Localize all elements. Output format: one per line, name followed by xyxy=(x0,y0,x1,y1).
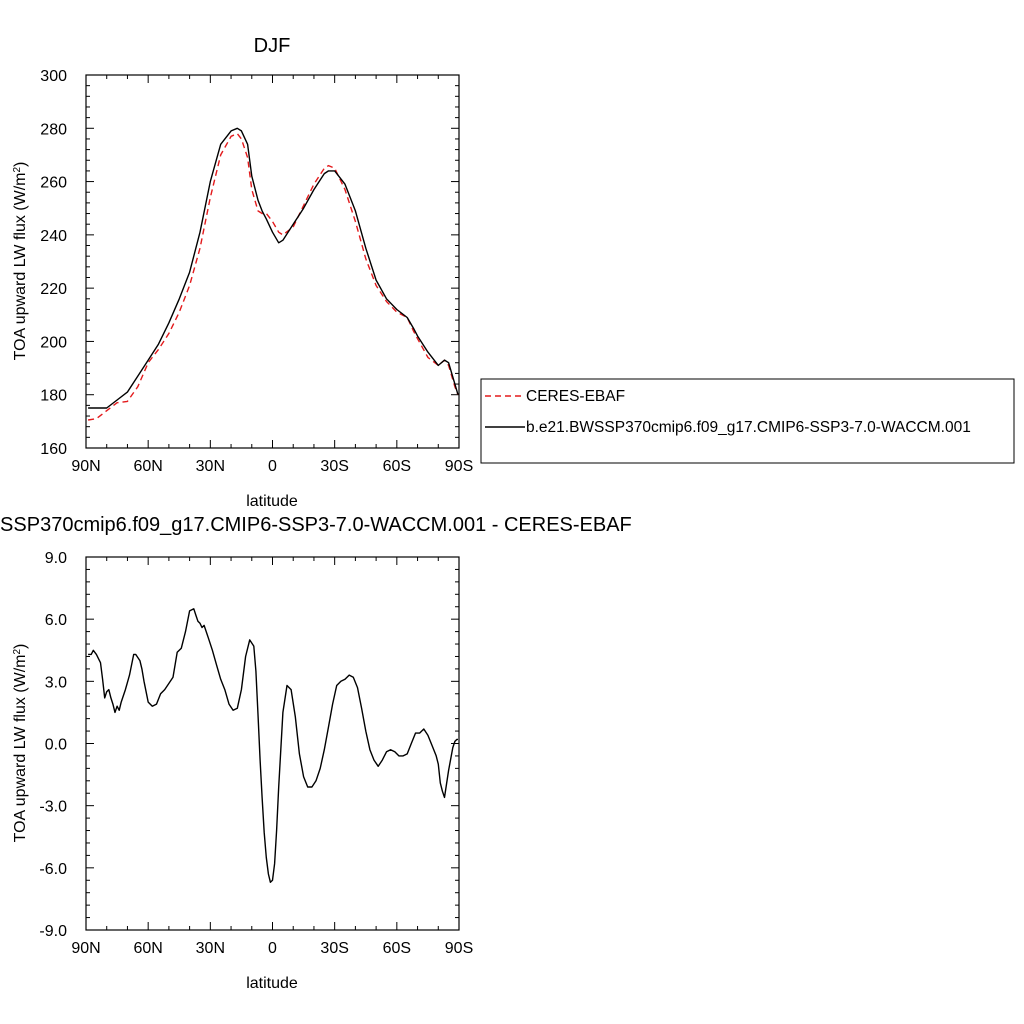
legend-box xyxy=(480,378,1015,464)
y-axis-label-sup: 2 xyxy=(12,649,23,655)
series-line-model xyxy=(88,127,459,409)
series-line-ceres-ebaf xyxy=(87,132,459,421)
x-tick-label: 30S xyxy=(320,940,348,957)
x-tick-label: 0 xyxy=(268,458,277,475)
y-tick-label: 180 xyxy=(40,388,67,405)
legend-label-model: b.e21.BWSSP370cmip6.f09_g17.CMIP6-SSP3-7… xyxy=(526,419,971,436)
y-tick-label: 3.0 xyxy=(45,674,67,691)
x-tick-label: 30N xyxy=(196,940,225,957)
y-tick-label: -6.0 xyxy=(39,861,67,878)
y-axis-label: TOA upward LW flux (W/m2) xyxy=(12,162,30,361)
y-tick-label: 240 xyxy=(40,228,67,245)
x-tick-label: 60S xyxy=(383,458,411,475)
x-tick-label: 60S xyxy=(383,940,411,957)
x-axis-label: latitude xyxy=(246,975,298,992)
plot-frame xyxy=(85,556,460,931)
y-axis-label-sup: 2 xyxy=(12,167,23,173)
y-tick-label: 260 xyxy=(40,175,67,192)
difference-panel: b.e21.BWSSP370cmip6.f09_g17.CMIP6-SSP3-7… xyxy=(0,514,632,992)
y-axis-label-close: ) xyxy=(12,644,29,649)
y-tick-label: 0.0 xyxy=(45,737,67,754)
x-tick-label: 60N xyxy=(133,940,162,957)
x-tick-label: 0 xyxy=(268,940,277,957)
x-tick-label: 90N xyxy=(71,940,100,957)
x-tick-label: 30S xyxy=(320,458,348,475)
x-tick-label: 30N xyxy=(196,458,225,475)
y-tick-label: 300 xyxy=(40,68,67,85)
y-tick-label: -9.0 xyxy=(39,923,67,940)
panel-title: DJF xyxy=(254,35,291,57)
x-tick-label: 90N xyxy=(71,458,100,475)
plot-frame xyxy=(85,74,460,449)
plot-area: 90N 60N 30N 0 30S 60S 90S 160 180 200 220 240 260 280… xyxy=(40,68,473,475)
legend-label-ceres: CERES-EBAF xyxy=(526,388,625,405)
x-tick-label: 60N xyxy=(133,458,162,475)
y-axis-label: TOA upward LW flux (W/m2) xyxy=(12,644,30,843)
y-tick-label: 6.0 xyxy=(45,612,67,629)
y-axis-label-main: TOA upward LW flux (W/m xyxy=(12,655,29,843)
x-axis-label: latitude xyxy=(246,493,298,510)
plot-area: 90N 60N 30N 0 30S 60S 90S -9.0 -6.0 -3.0 0.0 3.0 6.0… xyxy=(39,550,473,957)
panel-title: b.e21.BWSSP370cmip6.f09_g17.CMIP6-SSP3-7… xyxy=(0,514,632,536)
y-tick-label: 280 xyxy=(40,121,67,138)
y-tick-label: 200 xyxy=(40,334,67,351)
x-tick-label: 90S xyxy=(445,940,473,957)
legend: CERES-EBAF b.e21.BWSSP370cmip6.f09_g17.C… xyxy=(480,378,1015,464)
y-tick-label: -3.0 xyxy=(39,799,67,816)
y-axis-label-main: TOA upward LW flux (W/m xyxy=(12,173,29,361)
x-tick-label: 90S xyxy=(445,458,473,475)
y-tick-label: 160 xyxy=(40,441,67,458)
series-line-difference xyxy=(88,608,458,883)
flux-panel: DJF 90N 60N 30N 0 30S 60S 90S 160 180 200 220 240 26… xyxy=(12,35,474,510)
y-tick-label: 220 xyxy=(40,281,67,298)
y-axis-label-close: ) xyxy=(12,162,29,167)
y-tick-label: 9.0 xyxy=(45,550,67,567)
